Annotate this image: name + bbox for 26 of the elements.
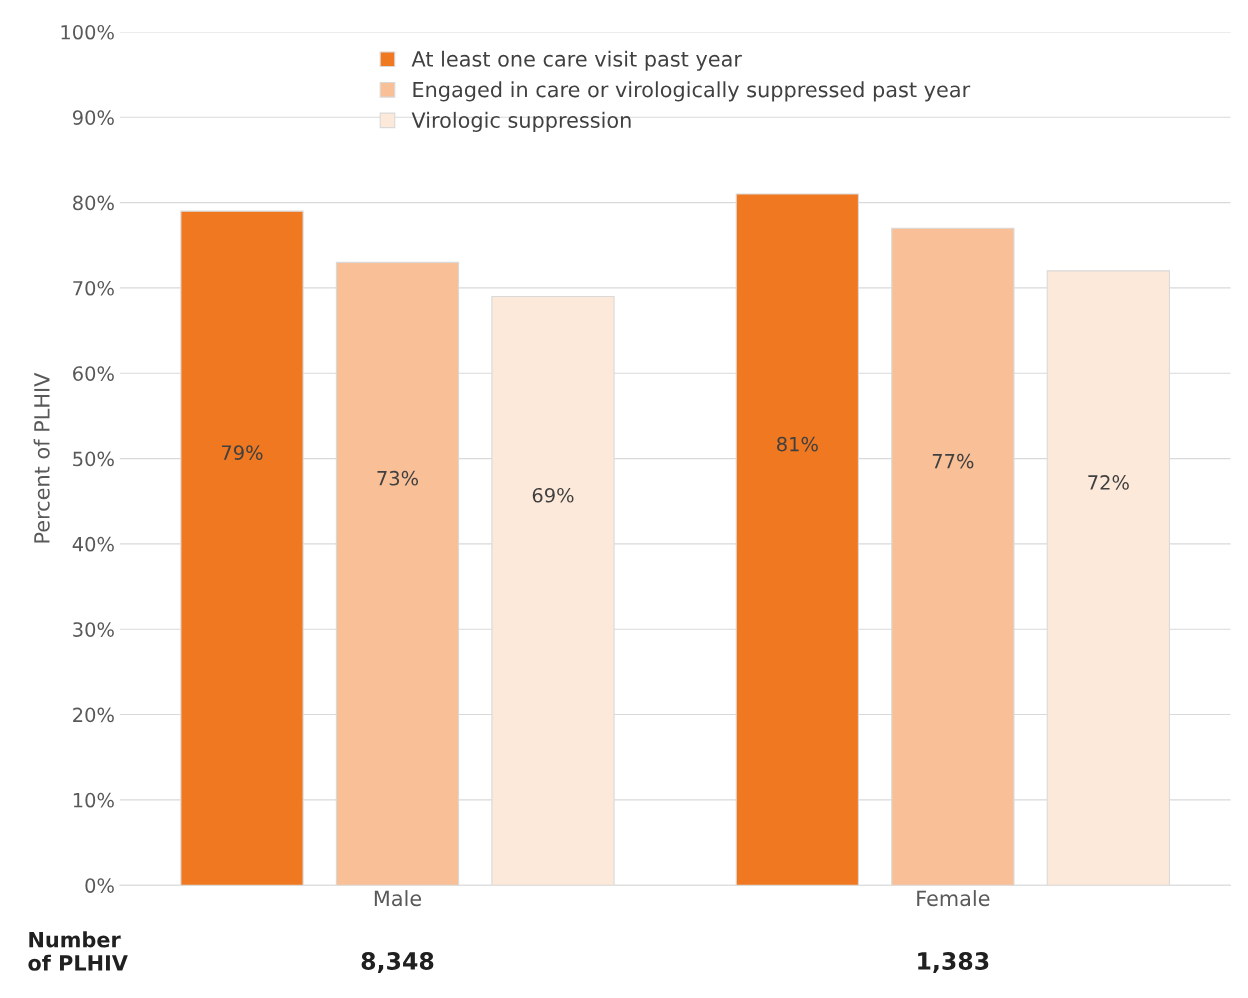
y-tick-label: 60% xyxy=(73,366,114,381)
y-tick-label: 20% xyxy=(73,707,114,723)
y-tick-label: 80% xyxy=(73,195,114,211)
y-tick-label: 50% xyxy=(73,451,114,467)
text: 8,348 xyxy=(361,952,434,973)
x-tick-label: Female xyxy=(917,890,990,907)
data-label: 81% xyxy=(777,436,818,452)
text: Number of PLHIV xyxy=(28,931,128,971)
x-tick-label: Male xyxy=(374,890,422,907)
text: 1,383 xyxy=(918,952,989,973)
y-tick-label: 30% xyxy=(73,622,114,637)
y-tick-label: 40% xyxy=(72,536,114,552)
legend-label: Engaged in care or virologically suppressed past year xyxy=(413,81,971,102)
data-label: 69% xyxy=(532,487,574,503)
legend-label: At least one care visit past year xyxy=(411,50,742,71)
y-tick-label: 70% xyxy=(73,280,114,296)
y-tick-label: 0% xyxy=(85,878,114,893)
data-label: 72% xyxy=(1088,475,1129,490)
data-label: 79% xyxy=(221,445,263,460)
y-tick-label: 90% xyxy=(72,110,114,125)
data-label: 73% xyxy=(377,470,419,486)
y-tick-label: 10% xyxy=(73,792,114,808)
data-label: 77% xyxy=(932,453,974,469)
legend-label: Virologic suppression xyxy=(411,111,631,133)
y-tick-label: 100% xyxy=(61,24,114,40)
y-axis-title: Percent of PLHIV xyxy=(33,372,50,543)
